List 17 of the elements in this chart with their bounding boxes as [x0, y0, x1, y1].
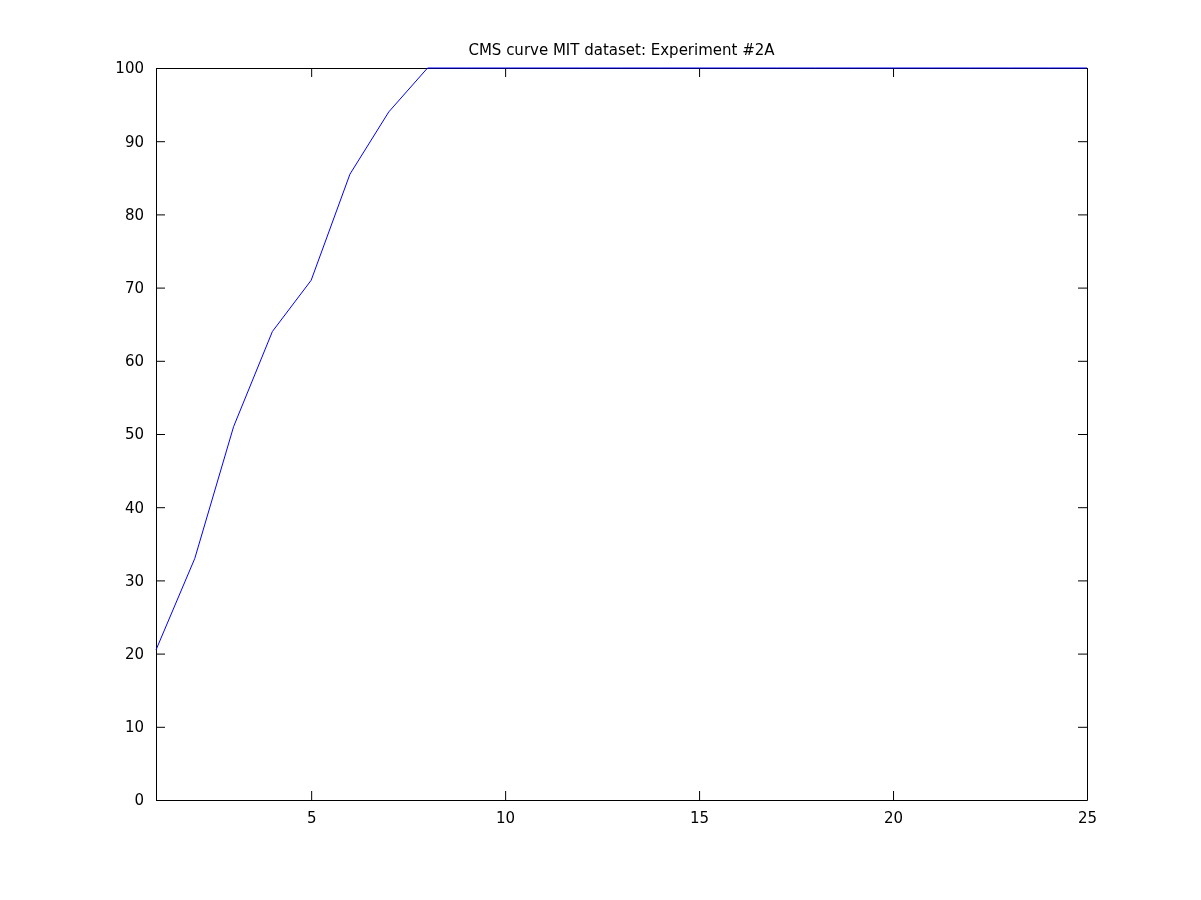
y-tick-label: 40	[124, 498, 144, 517]
y-tick-label: 70	[124, 278, 144, 297]
x-tick-label: 15	[690, 808, 710, 827]
x-tick-label: 25	[1077, 808, 1098, 827]
y-tick-label: 10	[124, 718, 144, 737]
y-tick-label: 20	[124, 644, 144, 663]
y-tick-label: 50	[124, 425, 144, 444]
y-tick-label: 80	[124, 205, 144, 224]
y-tick-label: 30	[124, 571, 144, 590]
chart-title: CMS curve MIT dataset: Experiment #2A	[468, 41, 776, 59]
y-tick-label: 100	[115, 59, 144, 78]
y-tick-label: 60	[124, 352, 144, 371]
x-tick-label: 5	[306, 808, 317, 827]
x-tick-label: 20	[883, 808, 904, 827]
y-tick-label: 0	[134, 791, 144, 810]
y-tick-label: 90	[124, 132, 144, 151]
x-tick-label: 10	[496, 808, 516, 827]
